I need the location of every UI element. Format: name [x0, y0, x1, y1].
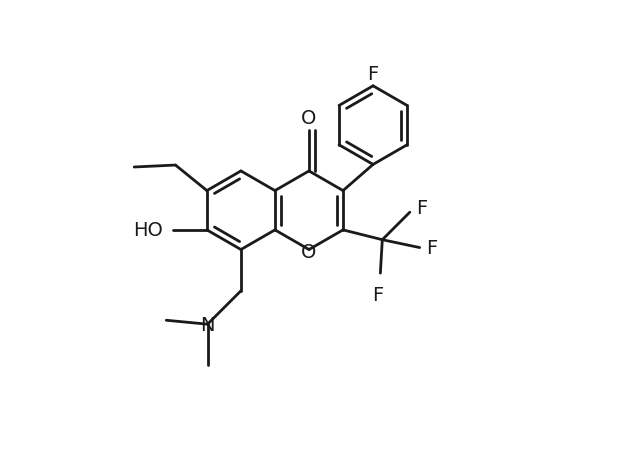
Text: F: F [367, 65, 379, 84]
Text: O: O [301, 109, 317, 128]
Text: N: N [200, 315, 215, 334]
Text: HO: HO [133, 221, 163, 240]
Text: F: F [426, 238, 437, 258]
Text: F: F [372, 285, 383, 304]
Text: O: O [301, 243, 317, 262]
Text: F: F [416, 198, 428, 217]
